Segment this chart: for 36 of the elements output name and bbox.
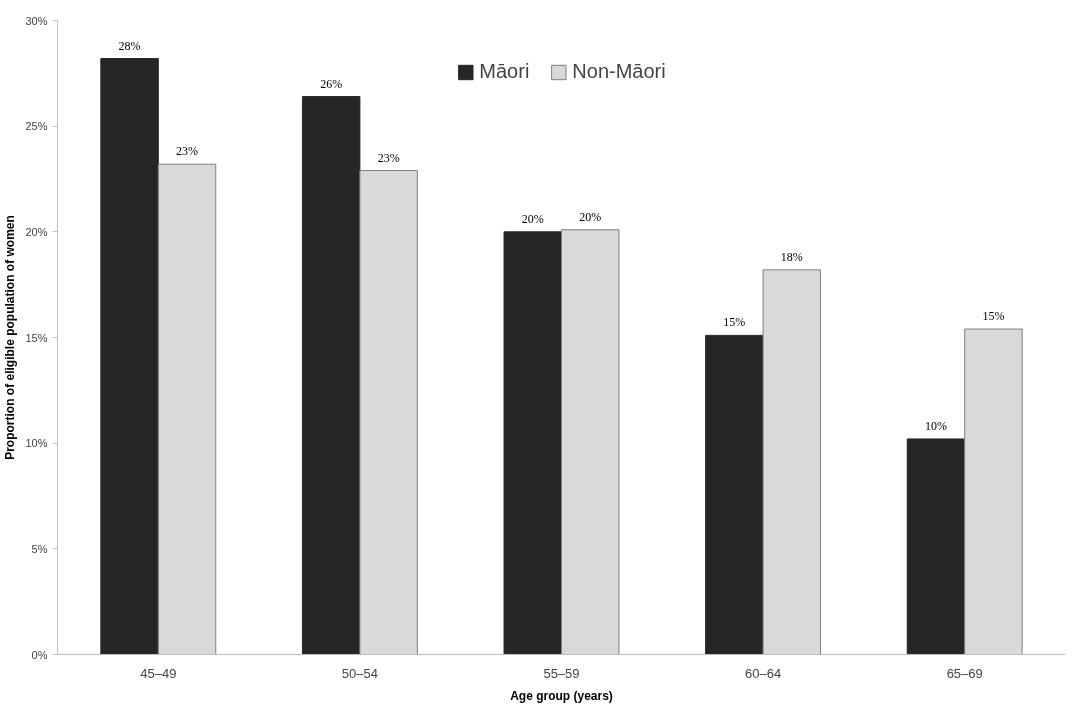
legend-label: Māori <box>479 60 530 83</box>
x-tick-label: 50–54 <box>341 665 378 681</box>
y-tick-label: 0% <box>31 648 48 661</box>
y-tick-label: 5% <box>31 542 48 555</box>
data-label: 23% <box>377 150 400 165</box>
x-tick-label: 65–69 <box>946 665 983 681</box>
data-label: 15% <box>982 309 1005 324</box>
bar <box>705 334 764 655</box>
legend-label: Non-Māori <box>572 60 666 83</box>
y-tick-label: 30% <box>25 14 48 27</box>
data-label: 20% <box>579 209 602 224</box>
y-tick-label: 20% <box>25 225 48 238</box>
x-tick-label: 45–49 <box>140 665 177 681</box>
y-tick-label: 15% <box>25 331 48 344</box>
bar <box>503 231 562 655</box>
bar <box>906 438 966 655</box>
data-label: 28% <box>118 38 141 53</box>
data-label: 10% <box>924 418 947 433</box>
data-label: 15% <box>723 315 746 330</box>
x-axis-title: Age group (years) <box>510 688 613 703</box>
bar <box>157 163 217 655</box>
bar <box>964 328 1023 655</box>
y-tick-label: 10% <box>25 437 48 450</box>
y-axis-title: Proportion of eligible population of women <box>3 215 18 460</box>
data-label: 23% <box>176 144 199 159</box>
bar <box>301 96 361 655</box>
bar <box>100 58 159 655</box>
x-tick-label: 55–59 <box>543 665 580 681</box>
bar <box>561 229 620 655</box>
y-tick-label: 25% <box>25 120 48 133</box>
bar <box>359 170 418 655</box>
bar <box>762 269 822 655</box>
data-label: 18% <box>780 249 803 264</box>
x-tick-label: 60–64 <box>745 665 782 681</box>
data-label: 26% <box>320 76 343 91</box>
data-label: 20% <box>521 211 544 226</box>
